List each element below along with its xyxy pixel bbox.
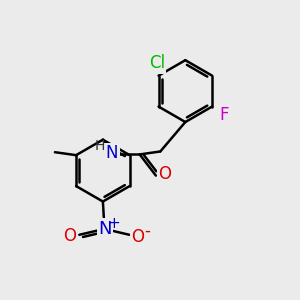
Text: N: N	[98, 220, 112, 238]
Text: O: O	[63, 227, 76, 245]
Text: O: O	[131, 228, 144, 246]
Text: Cl: Cl	[149, 54, 165, 72]
Text: +: +	[107, 215, 120, 230]
Text: N: N	[106, 144, 118, 162]
Text: O: O	[158, 165, 171, 183]
Text: F: F	[220, 106, 229, 124]
Text: H: H	[95, 139, 105, 153]
Text: -: -	[145, 222, 151, 240]
